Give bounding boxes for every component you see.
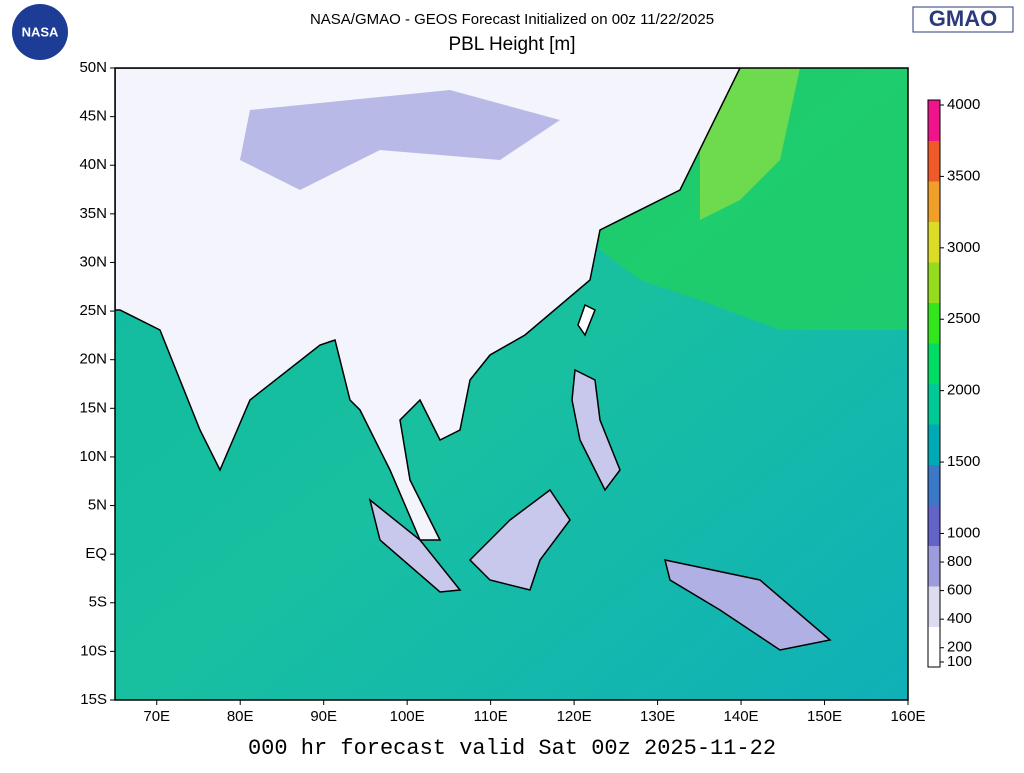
- lon-tick-label: 120E: [557, 708, 592, 725]
- colorbar-segment: [928, 343, 940, 384]
- plateau: [240, 90, 560, 190]
- colorbar-segment: [928, 545, 940, 587]
- colorbar-label: 1000: [947, 524, 980, 541]
- lat-tick-label: 10N: [79, 448, 107, 465]
- colorbar-segment: [928, 302, 940, 344]
- colorbar-segment: [928, 424, 940, 465]
- colorbar-label: 800: [947, 553, 972, 570]
- lat-tick-label: 25N: [79, 302, 107, 319]
- colorbar-segment: [928, 586, 940, 627]
- lon-tick-label: 140E: [724, 708, 759, 725]
- gmao-logo-text: GMAO: [929, 6, 997, 31]
- colorbar-label: 3000: [947, 239, 980, 256]
- lat-tick-label: 50N: [79, 59, 107, 76]
- lat-tick-label: 10S: [80, 642, 107, 659]
- lat-tick-label: 45N: [79, 108, 107, 125]
- map-frame: [114, 67, 909, 701]
- colorbar-label: 200: [947, 639, 972, 656]
- lon-tick-label: 150E: [807, 708, 842, 725]
- lon-tick-label: 80E: [227, 708, 254, 725]
- subtitle: PBL Height [m]: [448, 34, 575, 55]
- colorbar-segment: [928, 140, 940, 182]
- lat-tick-label: 15N: [79, 399, 107, 416]
- lat-tick-label: 30N: [79, 253, 107, 270]
- colorbar-segment: [928, 100, 940, 141]
- colorbar-segment: [928, 626, 940, 668]
- colorbar-label: 2500: [947, 310, 980, 327]
- lat-tick-label: 15S: [80, 691, 107, 708]
- lon-tick-label: 130E: [640, 708, 675, 725]
- lon-tick-label: 100E: [390, 708, 425, 725]
- nasa-logo: [12, 4, 68, 60]
- asia-land: [115, 68, 741, 541]
- colorbar-segment: [928, 464, 940, 506]
- colorbar-segment: [928, 262, 940, 303]
- lon-tick-label: 160E: [890, 708, 925, 725]
- philippines: [571, 368, 621, 492]
- colorbar-label: 3500: [947, 167, 980, 184]
- lat-tick-label: EQ: [85, 545, 107, 562]
- colorbar-label: 1500: [947, 453, 980, 470]
- colorbar-segment: [928, 505, 940, 546]
- sumatra: [368, 498, 462, 593]
- footer: 000 hr forecast valid Sat 00z 2025-11-22: [248, 736, 776, 761]
- lat-tick-label: 5N: [88, 497, 107, 514]
- colorbar-label: 600: [947, 582, 972, 599]
- new-guinea: [663, 559, 832, 651]
- lat-tick-label: 40N: [79, 156, 107, 173]
- taiwan: [577, 303, 596, 337]
- lat-tick-label: 5S: [89, 594, 107, 611]
- map: [115, 68, 908, 700]
- colorbar-label: 400: [947, 610, 972, 627]
- japan-region: [700, 68, 800, 220]
- borneo: [468, 488, 571, 591]
- colorbar-frame: [927, 99, 941, 668]
- colorbar-segment: [928, 221, 940, 263]
- colorbar-segment: [928, 181, 940, 222]
- colorbar-label: 4000: [947, 96, 980, 113]
- lat-tick-label: 20N: [79, 351, 107, 368]
- colorbar-segment: [928, 383, 940, 425]
- colorbar-label: 2000: [947, 382, 980, 399]
- nasa-logo-text: NASA: [22, 24, 59, 39]
- lat-tick-label: 35N: [79, 205, 107, 222]
- lon-tick-label: 90E: [310, 708, 337, 725]
- title: NASA/GMAO - GEOS Forecast Initialized on…: [310, 11, 714, 28]
- lon-tick-label: 110E: [474, 708, 508, 725]
- gmao-logo: [912, 6, 1014, 33]
- colorbar-label: 100: [947, 653, 972, 670]
- lon-tick-label: 70E: [143, 708, 170, 725]
